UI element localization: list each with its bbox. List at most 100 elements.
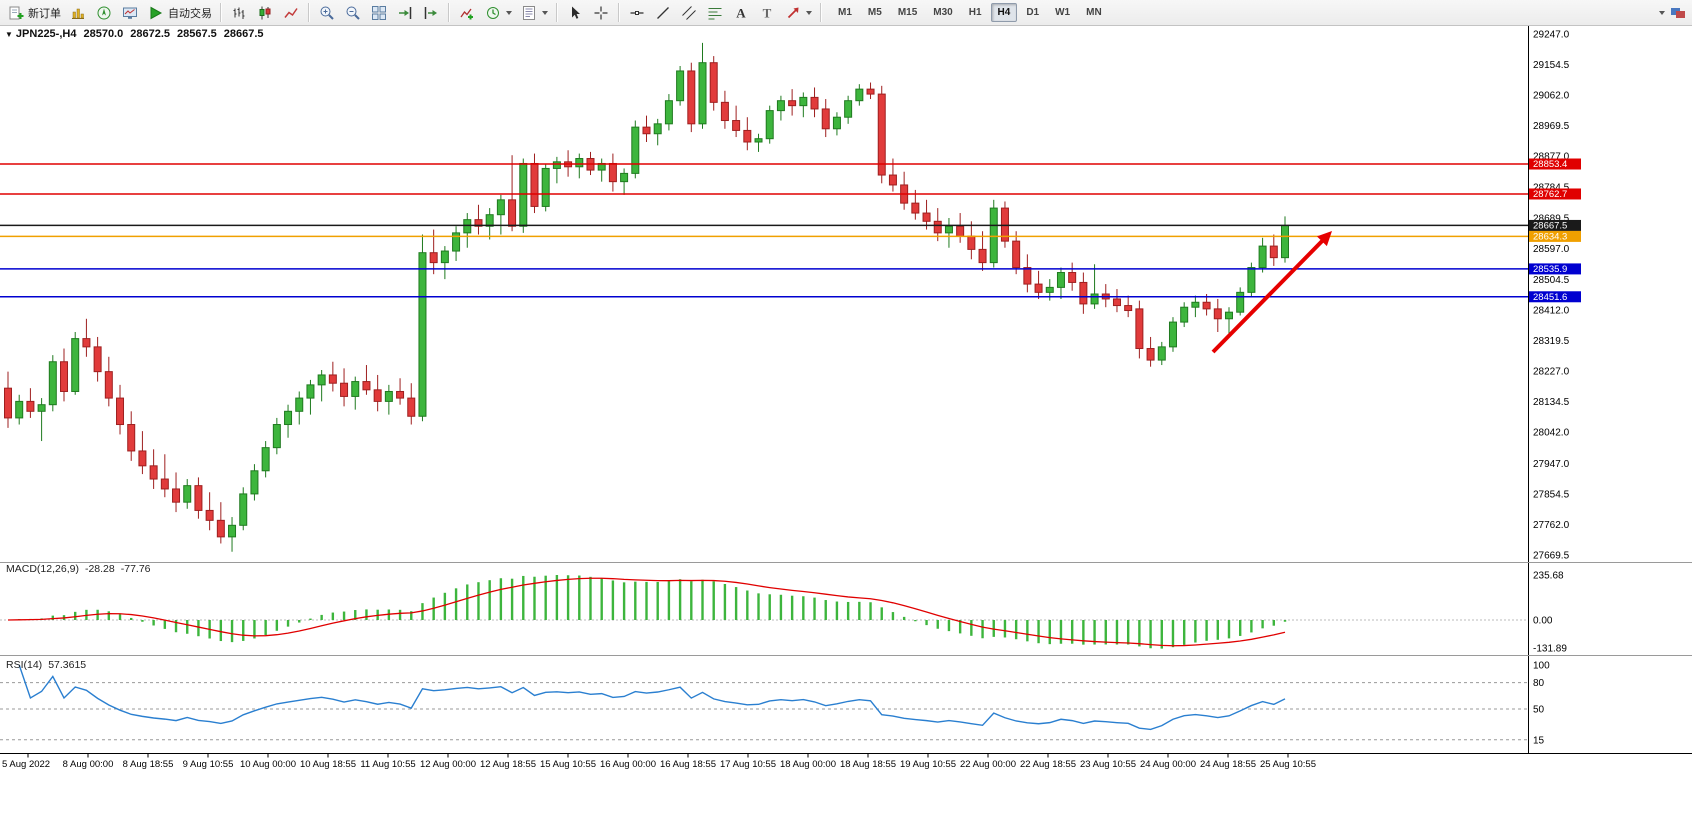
candle <box>855 88 864 102</box>
time-axis-label: 8 Aug 00:00 <box>63 759 114 770</box>
candle <box>653 123 662 135</box>
autotrading-button[interactable]: 自动交易 <box>143 2 216 24</box>
candle <box>788 100 797 107</box>
market-watch-button[interactable] <box>65 2 91 24</box>
autotrading-label: 自动交易 <box>168 7 212 20</box>
candle <box>732 120 741 131</box>
line-chart-button[interactable] <box>278 2 304 24</box>
candle <box>1224 311 1233 320</box>
price-axis-label: 27762.0 <box>1533 520 1570 531</box>
candle <box>1034 283 1043 293</box>
bars-chart-button[interactable] <box>226 2 252 24</box>
trendline-button[interactable] <box>650 2 676 24</box>
candle <box>429 252 438 264</box>
tile-windows-button[interactable] <box>366 2 392 24</box>
cursor-button[interactable] <box>562 2 588 24</box>
candle <box>978 248 987 264</box>
zoom-out-button[interactable] <box>340 2 366 24</box>
level-lines[interactable] <box>0 163 1528 298</box>
candle <box>1258 245 1267 269</box>
time-axis-label: 22 Aug 00:00 <box>960 759 1016 770</box>
candle <box>407 397 416 417</box>
candle <box>250 470 259 495</box>
autoscroll-button[interactable] <box>392 2 418 24</box>
horizontal-line-button[interactable] <box>624 2 650 24</box>
new-order-button[interactable]: 新订单 <box>3 2 65 24</box>
templates-button[interactable] <box>516 2 552 24</box>
timeframe-mn[interactable]: MN <box>1079 3 1109 22</box>
fibonacci-button[interactable] <box>702 2 728 24</box>
candlestick-chart-button[interactable] <box>252 2 278 24</box>
timeframe-m1[interactable]: M1 <box>831 3 859 22</box>
support-line-2-tag <box>1529 291 1581 303</box>
toolbar-separator <box>220 3 222 22</box>
time-axis-label: 19 Aug 10:55 <box>900 759 956 770</box>
candle <box>127 424 136 452</box>
candle <box>295 397 304 412</box>
candle <box>530 162 539 207</box>
new-order-icon <box>7 4 25 22</box>
time-axis-label: 18 Aug 00:00 <box>780 759 836 770</box>
navigator-icon <box>95 4 113 22</box>
zoom-in-button[interactable] <box>314 2 340 24</box>
candle <box>463 219 472 234</box>
candle <box>1157 346 1166 361</box>
candle <box>485 214 494 227</box>
timeframe-h1[interactable]: H1 <box>962 3 989 22</box>
toolbar-separator <box>556 3 558 22</box>
zoom-in-icon <box>318 4 336 22</box>
timeframe-w1[interactable]: W1 <box>1048 3 1077 22</box>
candle <box>1079 281 1088 305</box>
timeframe-m30[interactable]: M30 <box>926 3 959 22</box>
time-axis-label: 18 Aug 18:55 <box>840 759 896 770</box>
arrows-icon <box>784 4 802 22</box>
label-button[interactable]: T <box>754 2 780 24</box>
bars-chart-icon <box>230 4 248 22</box>
text-button[interactable]: A <box>728 2 754 24</box>
candle <box>642 126 651 135</box>
periods-button[interactable] <box>480 2 516 24</box>
zoom-out-icon <box>344 4 362 22</box>
chart-frame <box>0 26 1692 754</box>
timeframe-m15[interactable]: M15 <box>891 3 924 22</box>
candle <box>1012 240 1021 269</box>
timeframe-h4[interactable]: H4 <box>990 3 1018 22</box>
candlestick-chart-icon <box>256 4 274 22</box>
chart-canvas[interactable]: 29247.0 29154.5 29062.0 28969.5 28877.0 28784… <box>0 26 1692 839</box>
price-axis-label: 28689.5 <box>1533 214 1570 225</box>
candle <box>608 162 617 183</box>
candle <box>452 232 461 252</box>
text-icon: A <box>732 4 750 22</box>
chart-shift-button[interactable] <box>418 2 444 24</box>
candle <box>261 447 270 472</box>
chart-window[interactable]: 29247.0 29154.5 29062.0 28969.5 28877.0 28784… <box>0 26 1692 839</box>
autoscroll-icon <box>396 4 414 22</box>
indicators-button[interactable] <box>454 2 480 24</box>
price-axis-label: 27854.5 <box>1533 490 1570 501</box>
annotations[interactable] <box>1211 231 1332 354</box>
channel-icon <box>680 4 698 22</box>
candle <box>440 250 449 264</box>
window-controls-icon[interactable] <box>1669 4 1687 22</box>
bid-price-line-tag-label: 28667.5 <box>1533 221 1567 232</box>
terminal-button[interactable] <box>117 2 143 24</box>
chevron-down-icon <box>542 10 548 15</box>
candle <box>877 93 886 176</box>
toolbar-separator <box>618 3 620 22</box>
timeframe-m5[interactable]: M5 <box>861 3 889 22</box>
candle <box>709 62 718 103</box>
arrows-button[interactable] <box>780 2 816 24</box>
timeframe-d1[interactable]: D1 <box>1019 3 1046 22</box>
navigator-button[interactable] <box>91 2 117 24</box>
candle <box>60 361 69 392</box>
channel-button[interactable] <box>676 2 702 24</box>
templates-icon <box>520 4 538 22</box>
crosshair-button[interactable] <box>588 2 614 24</box>
candle <box>754 138 763 143</box>
candle <box>183 485 192 503</box>
candle <box>216 519 225 538</box>
horizontal-line-icon <box>628 4 646 22</box>
candle <box>172 488 181 503</box>
toolbar-right <box>1658 4 1689 22</box>
